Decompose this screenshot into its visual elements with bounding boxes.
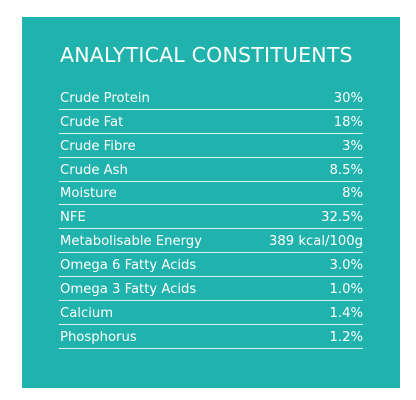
row-label: Crude Ash: [60, 162, 128, 178]
row-label: Crude Fat: [60, 114, 124, 130]
row-label: Calcium: [60, 305, 114, 321]
panel-title: ANALYTICAL CONSTITUENTS: [60, 43, 353, 67]
row-label: Phosphorus: [60, 329, 137, 345]
row-value: 30%: [333, 90, 363, 106]
table-row-omega-3: Omega 3 Fatty Acids 1.0%: [59, 277, 363, 302]
row-value: 3.0%: [329, 258, 363, 274]
table-row-phosphorus: Phosphorus 1.2%: [59, 325, 363, 349]
row-label: Metabolisable Energy: [60, 234, 202, 250]
table-row-nfe: NFE 32.5%: [59, 205, 363, 230]
table-row-omega-6: Omega 6 Fatty Acids 3.0%: [59, 253, 363, 278]
row-label: NFE: [60, 210, 86, 226]
table-row-crude-ash: Crude Ash 8.5%: [59, 158, 363, 182]
analytical-constituents-panel: ANALYTICAL CONSTITUENTS Crude Protein 30…: [22, 17, 400, 388]
row-value: 8%: [342, 186, 363, 202]
table-row-crude-fibre: Crude Fibre 3%: [59, 134, 363, 158]
row-label: Crude Protein: [60, 90, 150, 106]
row-label: Omega 3 Fatty Acids: [60, 282, 197, 298]
row-label: Omega 6 Fatty Acids: [60, 258, 197, 274]
row-value: 1.2%: [329, 329, 363, 345]
constituents-table: Crude Protein 30% Crude Fat 18% Crude Fi…: [59, 86, 363, 349]
row-label: Moisture: [60, 186, 117, 202]
table-row-calcium: Calcium 1.4%: [59, 301, 363, 325]
table-row-metabolisable-energy: Metabolisable Energy 389 kcal/100g: [59, 229, 363, 254]
table-row-crude-fat: Crude Fat 18%: [59, 110, 363, 134]
row-value: 1.4%: [329, 305, 363, 321]
table-row-crude-protein: Crude Protein 30%: [59, 86, 363, 110]
table-row-moisture: Moisture 8%: [59, 182, 363, 206]
row-value: 8.5%: [329, 162, 363, 178]
row-label: Crude Fibre: [60, 138, 136, 154]
row-value: 18%: [333, 114, 363, 130]
row-value: 32.5%: [321, 210, 363, 226]
row-value: 3%: [342, 138, 363, 154]
row-value: 389 kcal/100g: [269, 234, 363, 250]
row-value: 1.0%: [329, 282, 363, 298]
